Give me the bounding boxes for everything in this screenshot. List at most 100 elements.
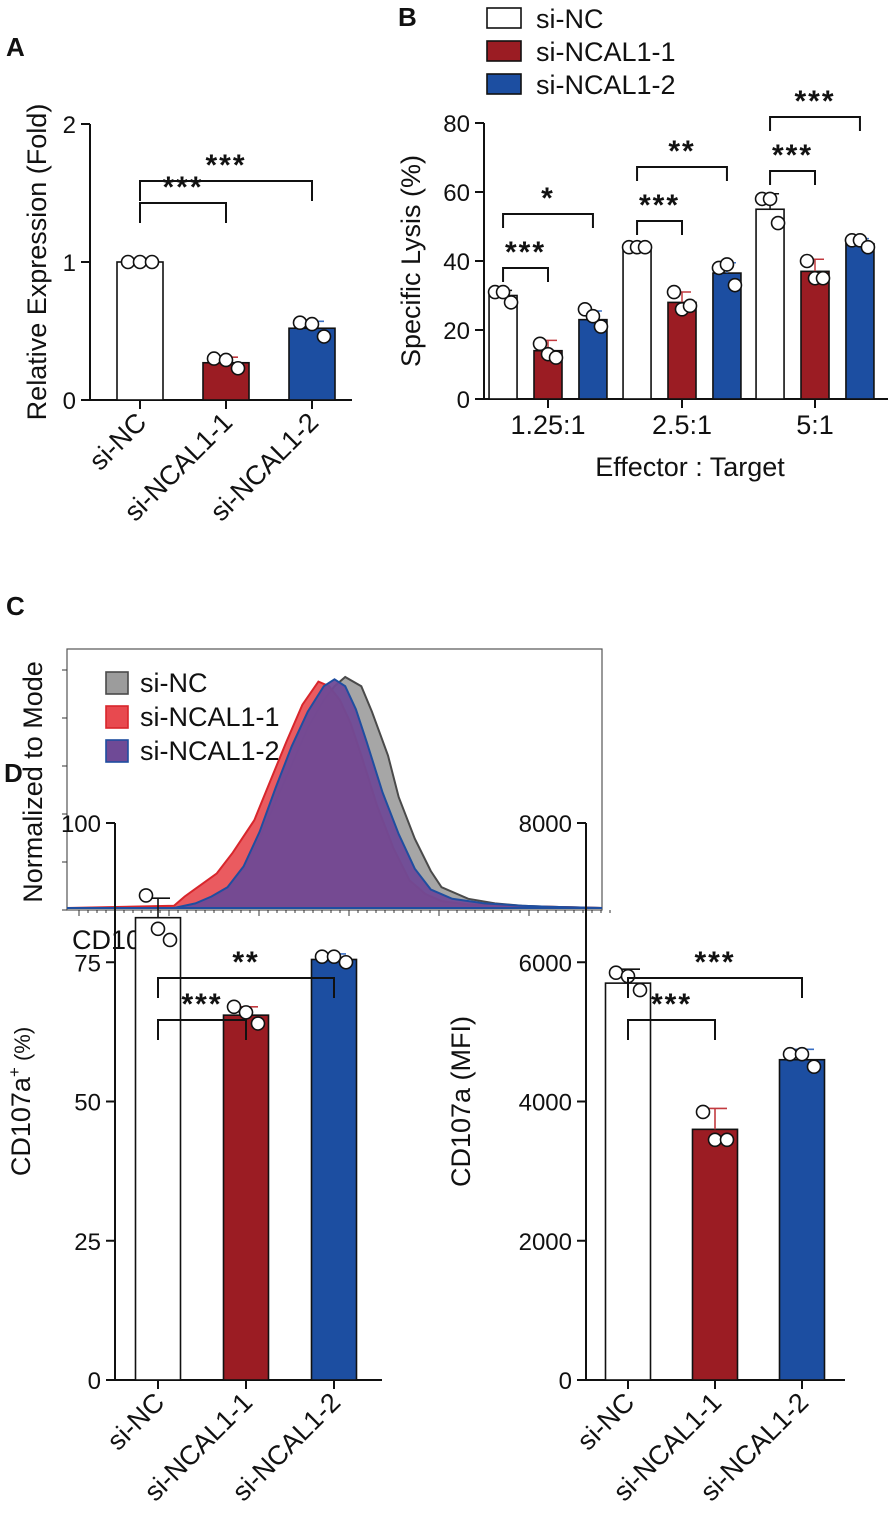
panel-b-sig-4-label: *** xyxy=(772,139,813,172)
panel-b-bar-0-0 xyxy=(488,294,518,400)
panel-b-grouped-bar-chart: 0204060801.25:1****2.5:1*****5:1******Ef… xyxy=(396,4,888,482)
panel-c-legend-label-2: si-NCAL1-2 xyxy=(140,736,280,766)
panel-b-bar-1-0 xyxy=(622,246,652,400)
panel-b-category-label-0: 1.25:1 xyxy=(510,410,585,440)
panel-b-y-tick-label: 80 xyxy=(443,111,470,138)
panel-a-category-label-0: si-NC xyxy=(83,407,152,476)
panel-d2-sig-1-label: *** xyxy=(694,946,735,979)
panel-b-point-2-1-2 xyxy=(815,270,831,286)
panel-d1-bar-2 xyxy=(310,958,358,1381)
panel-b-bar-1-2 xyxy=(712,272,742,400)
panel-a-sig-0-label: *** xyxy=(162,171,203,204)
panel-d1-category-label-0: si-NC xyxy=(101,1387,170,1456)
panel-d2-point-0-2 xyxy=(632,982,648,998)
panel-d2-point-1-2 xyxy=(719,1132,735,1148)
panel-a-point-0-2 xyxy=(144,254,160,270)
panel-b-legend-swatch-0 xyxy=(486,7,522,29)
panel-letter-c: C xyxy=(6,591,25,621)
panel-c-y-label: Normalized to Mode xyxy=(18,661,48,903)
panel-c-legend-label-1: si-NCAL1-1 xyxy=(140,702,280,732)
panel-b-point-1-2-1 xyxy=(719,257,735,272)
panel-d1-y-tick-label: 100 xyxy=(61,811,101,838)
panel-b-legend-label-2: si-NCAL1-2 xyxy=(536,70,676,100)
panel-d1-point-2-0 xyxy=(314,949,330,964)
panel-d2-sig-1-bracket xyxy=(627,977,803,998)
panel-b-y-tick-label: 40 xyxy=(443,249,470,276)
panel-d1-point-2-1 xyxy=(326,949,342,964)
panel-d1-y-label: CD107a+ (%) xyxy=(5,1027,36,1176)
panel-b-point-1-1-2 xyxy=(682,298,698,314)
panel-b-point-0-0-2 xyxy=(503,295,519,310)
panel-a-point-1-0 xyxy=(206,351,222,366)
panel-b-point-2-0-2 xyxy=(770,215,786,231)
panel-d1-point-0-0 xyxy=(138,888,154,903)
panel-d2-bar-0 xyxy=(604,982,652,1381)
panel-b-sig-5-bracket xyxy=(769,116,861,131)
panel-b-bar-2-1 xyxy=(800,270,830,400)
panel-d1-y-tick-label: 50 xyxy=(74,1090,101,1117)
panel-a-bar-0 xyxy=(116,261,164,401)
panel-a-point-0-1 xyxy=(132,254,148,270)
panel-b-sig-0-bracket xyxy=(502,267,549,282)
panel-d2-point-2-1 xyxy=(794,1046,810,1062)
panel-b-legend-label-0: si-NC xyxy=(536,4,604,34)
panel-b-sig-3-label: ** xyxy=(668,135,695,168)
panel-b-bar-1-1 xyxy=(667,301,697,400)
panel-a-sig-0-bracket xyxy=(139,202,227,223)
panel-d2-point-1-0 xyxy=(695,1104,711,1120)
panel-letter-b: B xyxy=(398,2,417,32)
panel-d2-sig-0-label: *** xyxy=(651,988,692,1021)
panel-c-histogram-2 xyxy=(67,678,603,909)
panel-a-point-2-2 xyxy=(316,329,332,344)
panel-b-point-0-0-1 xyxy=(495,284,511,300)
panel-c-legend-swatch-0 xyxy=(105,671,129,695)
panel-a-y-label: Relative Expression (Fold) xyxy=(22,104,52,421)
panel-c-legend-swatch-2 xyxy=(105,739,129,763)
panel-b-point-0-1-2 xyxy=(548,350,564,365)
panel-d2-point-2-2 xyxy=(806,1059,822,1074)
panel-a-point-0-0 xyxy=(120,254,136,270)
panel-b-point-2-0-1 xyxy=(762,191,778,207)
panel-b-sig-1-bracket xyxy=(502,213,594,228)
panel-d1-y-tick-label: 25 xyxy=(74,1229,101,1256)
panel-d1-point-1-1 xyxy=(238,1005,254,1020)
panel-b-legend-swatch-1 xyxy=(486,40,522,62)
panel-d-percent-bar-chart: 0255075100si-NCsi-NCAL1-1si-NCAL1-2CD107… xyxy=(5,811,382,1507)
panel-a-point-1-2 xyxy=(230,360,246,376)
panel-d-mfi-bar-chart: 02000400060008000si-NCsi-NCAL1-1si-NCAL1… xyxy=(446,811,845,1507)
panel-a-point-1-1 xyxy=(218,352,234,368)
panel-d2-y-tick-label: 8000 xyxy=(519,811,572,838)
panel-c-histogram: Normalized to ModeCD107asi-NCsi-NCAL1-1s… xyxy=(18,648,611,955)
panel-a-point-2-0 xyxy=(292,315,308,331)
panel-d2-y-tick-label: 0 xyxy=(559,1368,572,1395)
panel-d1-sig-0-label: *** xyxy=(181,988,222,1021)
panel-d1-y-tick-label: 75 xyxy=(74,950,101,977)
panel-letter-d: D xyxy=(4,758,23,788)
panel-b-sig-2-label: *** xyxy=(639,189,680,222)
panel-d2-y-tick-label: 6000 xyxy=(519,950,572,977)
panel-letter-a: A xyxy=(6,32,25,62)
panel-d2-point-2-0 xyxy=(782,1046,798,1062)
panel-d2-bar-1 xyxy=(691,1128,739,1381)
panel-b-point-0-2-2 xyxy=(593,319,609,334)
panel-d1-y-tick-label: 0 xyxy=(88,1368,101,1395)
panel-b-y-tick-label: 0 xyxy=(457,387,470,414)
panel-b-point-0-2-1 xyxy=(585,308,601,324)
panel-b-sig-1-label: * xyxy=(541,182,555,215)
panel-d1-point-1-2 xyxy=(250,1016,266,1031)
panel-b-bar-2-2 xyxy=(845,242,875,400)
panel-b-sig-2-bracket xyxy=(636,220,683,235)
panel-a-point-2-1 xyxy=(304,316,320,332)
panel-b-y-label: Specific Lysis (%) xyxy=(396,155,426,367)
panel-b-y-tick-label: 60 xyxy=(443,180,470,207)
panel-c-legend-label-0: si-NC xyxy=(140,668,208,698)
panel-b-point-1-0-2 xyxy=(637,239,653,255)
panel-d1-point-0-2 xyxy=(162,932,178,948)
panel-b-x-label: Effector : Target xyxy=(595,452,785,482)
panel-b-category-label-1: 2.5:1 xyxy=(652,410,712,440)
panel-b-point-1-1-0 xyxy=(666,284,682,300)
panel-b-legend-swatch-2 xyxy=(486,73,522,95)
panel-a-y-tick-label: 0 xyxy=(63,388,76,415)
panel-d1-point-1-0 xyxy=(226,999,242,1015)
panel-d2-point-1-1 xyxy=(707,1132,723,1148)
